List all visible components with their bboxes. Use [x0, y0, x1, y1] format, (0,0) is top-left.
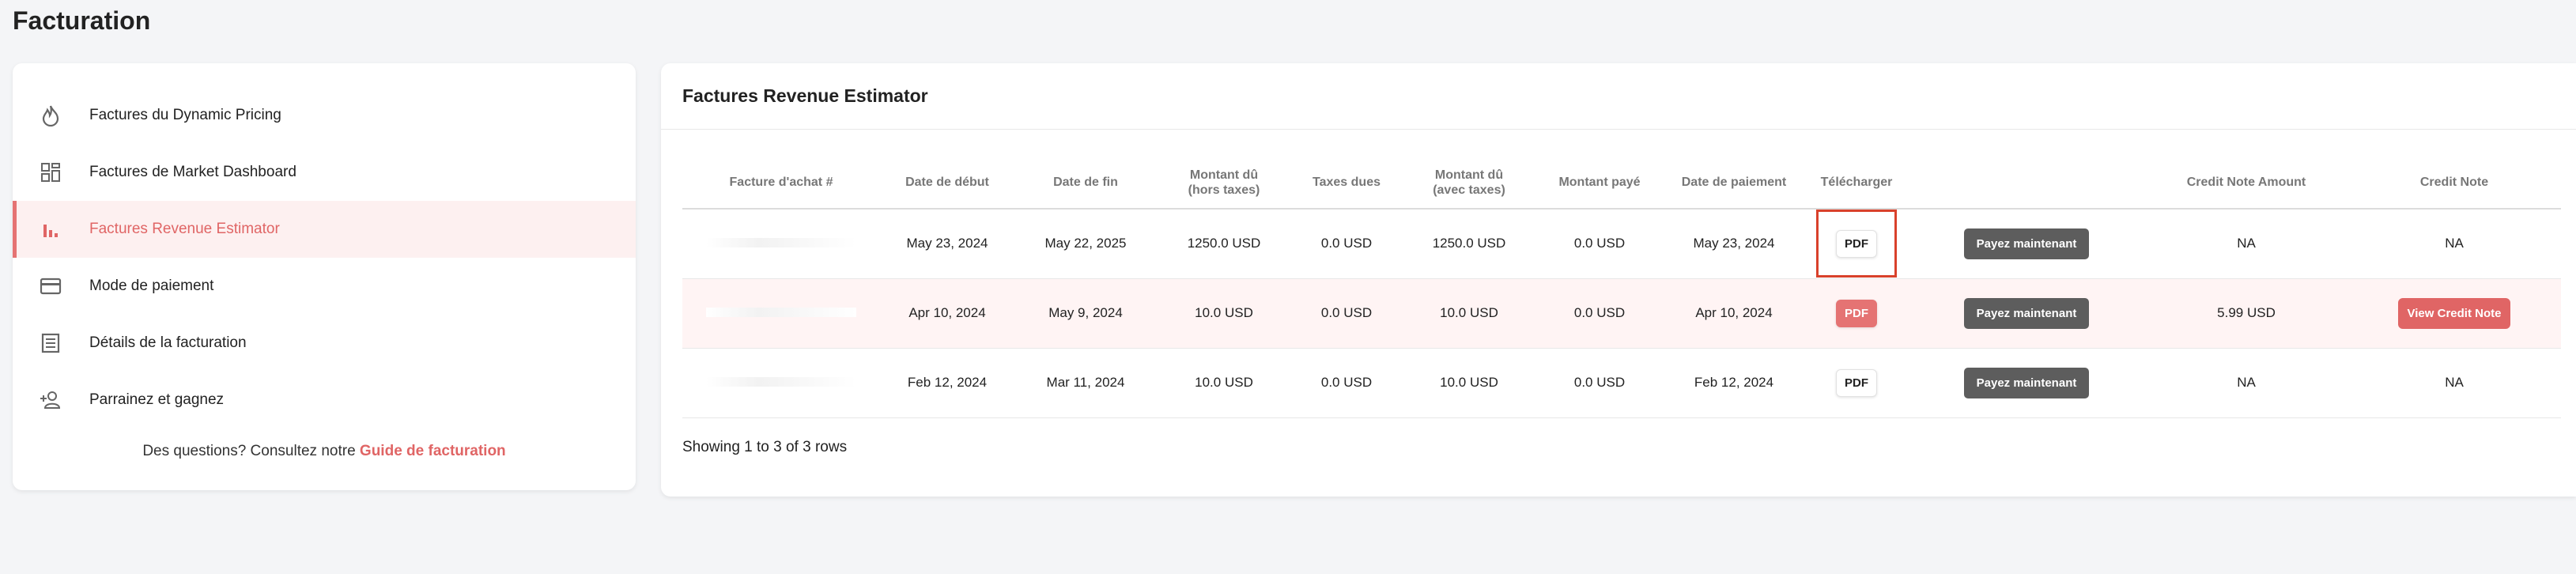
document-icon	[38, 330, 63, 356]
redacted-invoice-number	[706, 238, 856, 248]
end-date-cell: Mar 11, 2024	[1014, 348, 1157, 418]
focus-highlight: PDF	[1816, 210, 1897, 278]
credit-note-cell: NA	[2347, 209, 2561, 279]
invoice-number-cell	[682, 209, 880, 279]
amount-paid-cell: 0.0 USD	[1536, 348, 1663, 418]
redacted-invoice-number	[706, 308, 856, 317]
invoices-panel: Factures Revenue Estimator Facture d'ach…	[661, 63, 2576, 497]
download-cell: PDF	[1805, 209, 1908, 279]
sidebar-item-label: Détails de la facturation	[89, 334, 247, 351]
add-user-icon	[38, 387, 63, 413]
pagination-summary: Showing 1 to 3 of 3 rows	[682, 439, 848, 455]
redacted-invoice-number	[706, 377, 856, 387]
flame-icon	[38, 103, 63, 128]
taxes-cell: 0.0 USD	[1291, 348, 1402, 418]
start-date-cell: Apr 10, 2024	[880, 278, 1014, 349]
bar-chart-icon	[38, 217, 63, 242]
dashboard-icon	[38, 160, 63, 185]
download-cell: PDF	[1805, 348, 1908, 418]
column-header-credit-amount[interactable]: Credit Note Amount	[2145, 158, 2347, 210]
invoice-number-cell	[682, 278, 880, 349]
credit-card-icon	[38, 274, 63, 299]
sidebar-menu: Factures du Dynamic Pricing Factures de …	[13, 87, 636, 429]
column-header-credit-note: Credit Note	[2347, 158, 2561, 210]
table-header-row: Facture d'achat # Date de début Date de …	[682, 158, 2561, 210]
table-row: May 23, 2024 May 22, 2025 1250.0 USD 0.0…	[682, 209, 2561, 279]
sidebar-item-payment-method[interactable]: Mode de paiement	[13, 258, 636, 315]
end-date-cell: May 22, 2025	[1014, 209, 1157, 279]
page-title: Facturation	[13, 6, 151, 35]
column-header-payment-date[interactable]: Date de paiement	[1663, 158, 1805, 210]
sidebar-item-label: Mode de paiement	[89, 278, 214, 294]
pdf-download-button[interactable]: PDF	[1836, 299, 1877, 327]
end-date-cell: May 9, 2024	[1014, 278, 1157, 349]
help-text: Des questions? Consultez notre	[142, 443, 360, 459]
table-row: Apr 10, 2024 May 9, 2024 10.0 USD 0.0 US…	[682, 278, 2561, 349]
help-footer: Des questions? Consultez notre Guide de …	[13, 443, 636, 460]
amount-excl-tax-cell: 10.0 USD	[1157, 278, 1291, 349]
amount-paid-cell: 0.0 USD	[1536, 278, 1663, 349]
pay-cell: Payez maintenant	[1908, 278, 2145, 349]
amount-paid-cell: 0.0 USD	[1536, 209, 1663, 279]
sidebar-item-dynamic-pricing[interactable]: Factures du Dynamic Pricing	[13, 87, 636, 144]
credit-note-cell: NA	[2347, 348, 2561, 418]
billing-guide-link[interactable]: Guide de facturation	[359, 443, 506, 459]
amount-excl-tax-cell: 10.0 USD	[1157, 348, 1291, 418]
column-header-download: Télécharger	[1805, 158, 1908, 210]
sidebar-item-revenue-estimator[interactable]: Factures Revenue Estimator	[13, 201, 636, 258]
column-header-taxes[interactable]: Taxes dues	[1291, 158, 1402, 210]
sidebar-item-market-dashboard[interactable]: Factures de Market Dashboard	[13, 144, 636, 201]
invoice-number-cell	[682, 348, 880, 418]
amount-incl-tax-cell: 1250.0 USD	[1402, 209, 1536, 279]
pay-cell: Payez maintenant	[1908, 348, 2145, 418]
amount-excl-tax-cell: 1250.0 USD	[1157, 209, 1291, 279]
sidebar-item-label: Factures de Market Dashboard	[89, 164, 297, 180]
invoices-table: Facture d'achat # Date de début Date de …	[682, 158, 2561, 418]
panel-title: Factures Revenue Estimator	[661, 63, 2576, 130]
column-header-amount-incl-tax[interactable]: Montant dû (avec taxes)	[1402, 158, 1536, 210]
start-date-cell: Feb 12, 2024	[880, 348, 1014, 418]
pdf-download-button[interactable]: PDF	[1836, 229, 1877, 258]
amount-incl-tax-cell: 10.0 USD	[1402, 348, 1536, 418]
credit-amount-cell: 5.99 USD	[2145, 278, 2347, 349]
payment-date-cell: May 23, 2024	[1663, 209, 1805, 279]
column-header-amount-excl-tax[interactable]: Montant dû (hors taxes)	[1157, 158, 1291, 210]
pay-now-button[interactable]: Payez maintenant	[1963, 228, 2090, 259]
column-header-amount-paid[interactable]: Montant payé	[1536, 158, 1663, 210]
sidebar-item-label: Factures Revenue Estimator	[89, 221, 280, 237]
sidebar-item-billing-details[interactable]: Détails de la facturation	[13, 315, 636, 372]
view-credit-note-button[interactable]: View Credit Note	[2397, 297, 2511, 329]
credit-amount-cell: NA	[2145, 209, 2347, 279]
pdf-download-button[interactable]: PDF	[1836, 368, 1877, 397]
taxes-cell: 0.0 USD	[1291, 209, 1402, 279]
start-date-cell: May 23, 2024	[880, 209, 1014, 279]
pay-now-button[interactable]: Payez maintenant	[1963, 367, 2090, 398]
column-header-end-date[interactable]: Date de fin	[1014, 158, 1157, 210]
column-header-invoice[interactable]: Facture d'achat #	[682, 158, 880, 210]
pay-now-button[interactable]: Payez maintenant	[1963, 297, 2090, 329]
amount-incl-tax-cell: 10.0 USD	[1402, 278, 1536, 349]
table-row: Feb 12, 2024 Mar 11, 2024 10.0 USD 0.0 U…	[682, 348, 2561, 418]
credit-amount-cell: NA	[2145, 348, 2347, 418]
payment-date-cell: Apr 10, 2024	[1663, 278, 1805, 349]
sidebar-item-label: Factures du Dynamic Pricing	[89, 107, 281, 123]
column-header-start-date[interactable]: Date de début	[880, 158, 1014, 210]
sidebar-item-referral[interactable]: Parrainez et gagnez	[13, 372, 636, 429]
taxes-cell: 0.0 USD	[1291, 278, 1402, 349]
pay-cell: Payez maintenant	[1908, 209, 2145, 279]
credit-note-cell: View Credit Note	[2347, 278, 2561, 349]
billing-sidebar: Factures du Dynamic Pricing Factures de …	[13, 63, 636, 490]
column-header-actions	[1908, 158, 2145, 210]
payment-date-cell: Feb 12, 2024	[1663, 348, 1805, 418]
sidebar-item-label: Parrainez et gagnez	[89, 391, 225, 408]
download-cell: PDF	[1805, 278, 1908, 349]
